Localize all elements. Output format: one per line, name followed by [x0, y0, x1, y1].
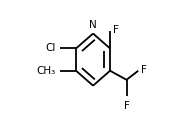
Text: F: F: [141, 65, 147, 75]
Text: Cl: Cl: [45, 43, 56, 53]
Text: F: F: [113, 25, 119, 35]
Text: F: F: [124, 100, 129, 111]
Text: CH₃: CH₃: [37, 66, 56, 76]
Text: N: N: [89, 20, 97, 30]
